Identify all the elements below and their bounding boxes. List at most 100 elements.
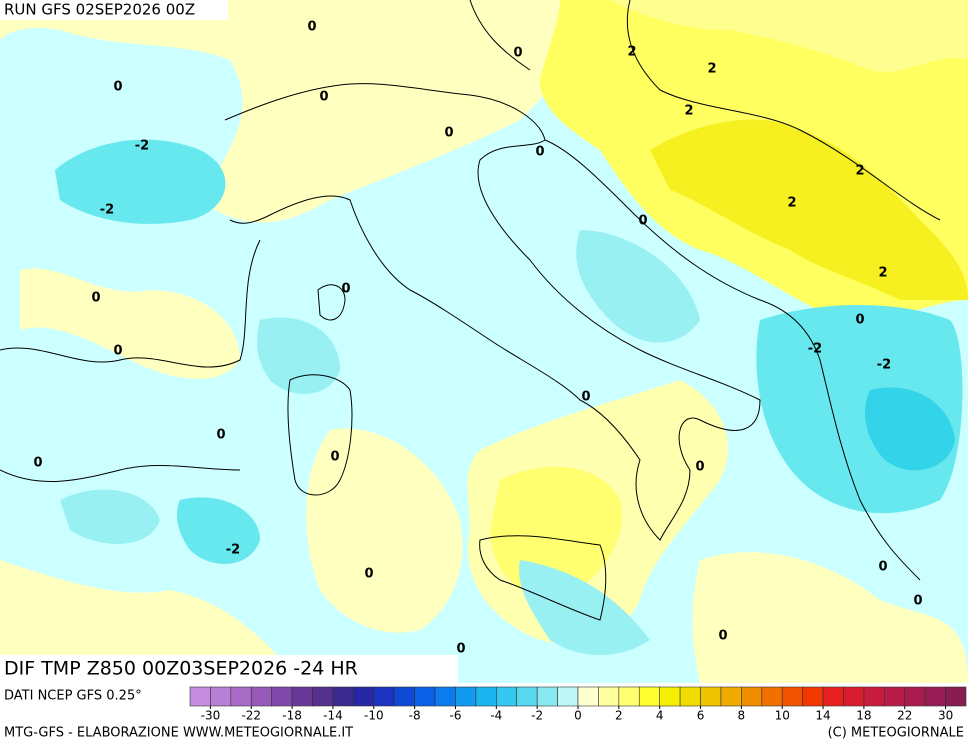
contour-label: 0 (913, 594, 922, 609)
colorbar-tick-label: 18 (856, 709, 871, 723)
colorbar-tick-label: -30 (201, 709, 221, 723)
colorbar-swatch (312, 686, 334, 707)
contour-label: 0 (91, 291, 100, 306)
colorbar-tick-label: -6 (449, 709, 461, 723)
colorbar-swatch (332, 686, 354, 707)
colorbar-tick-label: -10 (364, 709, 384, 723)
colorbar-swatch (271, 686, 293, 707)
colorbar-swatch (455, 686, 477, 707)
colorbar-tick-label: -14 (323, 709, 343, 723)
colorbar-swatch (659, 686, 681, 707)
colorbar-tick-label: 4 (656, 709, 664, 723)
colorbar-swatch (291, 686, 313, 707)
contour-label: 0 (638, 214, 647, 229)
colorbar: -30 -22 -18 -14 -10 -8 -6 -4 -2 0 2 4 6 8 10 14 18 22 30 (189, 686, 967, 723)
colorbar-tick-label: 6 (697, 709, 705, 723)
contour-label: 0 (695, 460, 704, 475)
colorbar-swatch (741, 686, 763, 707)
contour-label: 0 (456, 642, 465, 657)
colorbar-swatch (781, 686, 803, 707)
colorbar-swatch (536, 686, 558, 707)
colorbar-swatch (679, 686, 701, 707)
colorbar-swatch (250, 686, 272, 707)
colorbar-swatch (945, 686, 967, 707)
colorbar-tick-label: 30 (938, 709, 953, 723)
contour-label: -2 (100, 203, 114, 218)
colorbar-tick-label: 10 (775, 709, 790, 723)
contour-label: 0 (341, 282, 350, 297)
colorbar-swatch (353, 686, 375, 707)
contour-labels: 0 0 2 2 0 0 2 0 -2 0 2 2 -2 0 2 0 0 0 -2 0 -2 0 0 0 0 0 -2 0 0 0 0 0 (33, 20, 922, 657)
colorbar-tick-label: -4 (490, 709, 502, 723)
contour-label: 0 (33, 456, 42, 471)
colorbar-swatch (598, 686, 620, 707)
colorbar-tick-label: -22 (241, 709, 261, 723)
source-label: DATI NCEP GFS 0.25° (4, 689, 142, 704)
colorbar-swatch (475, 686, 497, 707)
contour-label: 0 (307, 20, 316, 35)
copyright-label: (C) METEOGIORNALE (828, 726, 964, 741)
contour-label: 2 (684, 104, 693, 119)
contour-label: 0 (113, 80, 122, 95)
colorbar-swatch (618, 686, 640, 707)
contour-label: 0 (330, 450, 339, 465)
colorbar-tick-label: -2 (531, 709, 543, 723)
credit-label: MTG-GFS - ELABORAZIONE WWW.METEOGIORNALE… (4, 726, 353, 741)
colorbar-tick-label: 2 (615, 709, 623, 723)
contour-label: 2 (855, 164, 864, 179)
colorbar-swatch (393, 686, 415, 707)
map-title: DIF TMP Z850 00Z03SEP2026 -24 HR (4, 658, 358, 680)
contour-label: 0 (581, 390, 590, 405)
contour-label: 0 (364, 567, 373, 582)
contour-label: -2 (877, 358, 891, 373)
run-label: RUN GFS 02SEP2026 00Z (4, 1, 195, 19)
contour-label: -2 (808, 342, 822, 357)
colorbar-tick-label: 22 (897, 709, 912, 723)
colorbar-tick-label: 8 (738, 709, 746, 723)
colorbar-swatch (230, 686, 252, 707)
colorbar-swatch (843, 686, 865, 707)
colorbar-swatch (863, 686, 885, 707)
contour-label: 0 (535, 145, 544, 160)
colorbar-swatch (638, 686, 660, 707)
map-field (0, 0, 968, 683)
colorbar-swatch (822, 686, 844, 707)
contour-label: -2 (226, 543, 240, 558)
colorbar-swatch (802, 686, 824, 707)
colorbar-swatch (414, 686, 436, 707)
colorbar-swatch (720, 686, 742, 707)
colorbar-swatch (761, 686, 783, 707)
coastlines (0, 0, 941, 621)
colorbar-swatch (904, 686, 926, 707)
colorbar-swatch (924, 686, 946, 707)
colorbar-swatch (434, 686, 456, 707)
colorbar-swatch (496, 686, 518, 707)
contour-label: 0 (513, 46, 522, 61)
contour-label: 0 (319, 90, 328, 105)
contour-label: 2 (787, 196, 796, 211)
colorbar-swatch (700, 686, 722, 707)
colorbar-swatch (577, 686, 599, 707)
colorbar-tick-label: 0 (574, 709, 582, 723)
colorbar-swatch (210, 686, 232, 707)
colorbar-tick-label: -8 (409, 709, 421, 723)
colorbar-swatch (557, 686, 579, 707)
colorbar-swatch (373, 686, 395, 707)
contour-label: 0 (718, 629, 727, 644)
contour-label: 0 (878, 560, 887, 575)
contour-label: 2 (878, 266, 887, 281)
contour-label: 2 (707, 62, 716, 77)
colorbar-swatch (884, 686, 906, 707)
contour-label: 0 (855, 313, 864, 328)
contour-label: 0 (444, 126, 453, 141)
colorbar-swatch (189, 686, 211, 707)
colorbar-tick-label: 14 (815, 709, 830, 723)
contour-label: 0 (216, 428, 225, 443)
header-box (0, 0, 228, 20)
contour-label: -2 (135, 139, 149, 154)
colorbar-tick-label: -18 (282, 709, 302, 723)
title-box (0, 655, 458, 683)
contour-label: 0 (113, 344, 122, 359)
